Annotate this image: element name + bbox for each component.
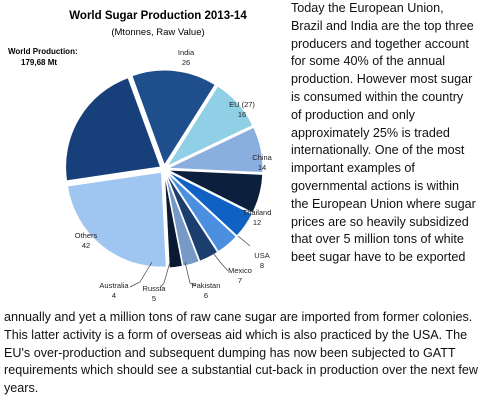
article-text-side: Today the European Union, Brazil and Ind… [291,0,477,267]
pie-slice-india [131,69,216,167]
slice-value-brazil: 39 [35,100,43,109]
article-text-bottom: annually and yet a million tons of raw c… [4,309,478,398]
slice-label-brazil: Brazil [30,90,49,99]
pie-slice-mexico [166,171,237,253]
bottom-paragraph: annually and yet a million tons of raw c… [4,310,478,396]
slice-value-australia: 4 [112,291,116,300]
pie-slice-usa [166,170,253,237]
slice-label-thailand: Thailand [243,208,272,217]
pie-slice-thailand [167,169,264,214]
slice-value-russia: 5 [152,294,156,303]
slice-value-china: 14 [258,163,266,172]
total-box: World Production: 179,68 Mt [8,46,98,68]
slice-label-australia: Australia [99,281,129,290]
chart-title: World Sugar Production 2013-14 [69,10,247,22]
slice-label-mexico: Mexico [228,266,252,275]
slice-value-thailand: 12 [253,218,261,227]
slice-label-eu-27: EU (27) [229,100,255,109]
slice-label-pakistan: Pakistan [192,281,221,290]
pie-slice-china [167,126,264,174]
leader-line-usa [237,235,251,247]
slice-label-usa: USA [254,251,269,260]
leader-line-australia [129,261,153,288]
slice-value-eu-27: 16 [238,110,246,119]
pie-slice-brazil [65,77,162,182]
leader-line-pakistan [184,261,197,287]
total-value: 179,68 Mt [21,58,58,67]
pie-slice-pakistan [165,172,219,262]
slice-label-india: India [178,48,195,57]
slice-value-mexico: 7 [238,276,242,285]
side-paragraph: Today the European Union, Brazil and Ind… [291,1,476,265]
pie-slice-others [66,171,167,268]
total-label: World Production: [8,47,78,56]
slice-value-pakistan: 6 [204,291,208,300]
chart-subtitle: (Mtonnes, Raw Value) [111,27,205,38]
leader-line-russia [159,261,171,289]
slice-label-others: Others [75,231,98,240]
slice-label-china: China [252,153,272,162]
slice-value-usa: 8 [260,261,264,270]
pie-chart: World Sugar Production 2013-14 (Mtonnes,… [0,0,292,312]
slice-value-others: 42 [82,241,90,250]
pie-slice-russia [164,172,200,267]
leader-line-mexico [213,253,229,272]
pie-slice-australia [163,172,184,269]
slice-label-russia: Russia [143,284,167,293]
pie-slice-eu-27 [165,85,254,168]
slice-value-india: 26 [182,58,190,67]
